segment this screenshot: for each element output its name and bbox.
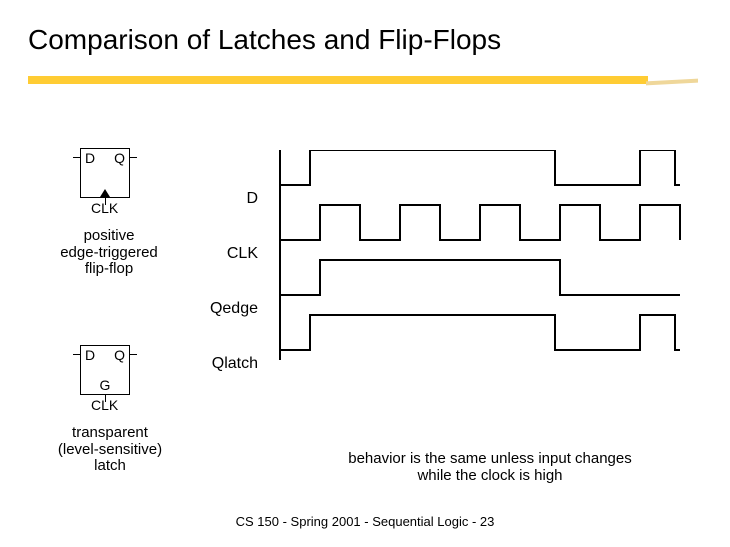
title-underline	[28, 70, 648, 90]
latch-q-label: Q	[114, 347, 125, 363]
latch-clk-label: CLK	[91, 397, 118, 413]
page-title: Comparison of Latches and Flip-Flops	[28, 24, 501, 56]
slide-footer: CS 150 - Spring 2001 - Sequential Logic …	[0, 514, 730, 529]
behavior-note: behavior is the same unless input change…	[310, 450, 670, 484]
ff-clk-label: CLK	[91, 200, 118, 216]
sig-label-clk: CLK	[218, 245, 258, 263]
edge-triangle-icon	[100, 189, 110, 197]
ff-q-label: Q	[114, 150, 125, 166]
sig-label-qlatch: Qlatch	[200, 355, 258, 373]
flipflop-symbol: D Q	[80, 148, 130, 198]
latch-caption: transparent (level-sensitive) latch	[45, 425, 175, 475]
latch-g-label: G	[100, 377, 111, 393]
sig-label-qedge: Qedge	[200, 300, 258, 318]
timing-diagram	[270, 150, 690, 400]
latch-d-label: D	[85, 347, 95, 363]
sig-label-d: D	[238, 190, 258, 208]
latch-symbol: D Q G	[80, 345, 130, 395]
ff-caption: positive edge-triggered flip-flop	[54, 228, 164, 278]
ff-d-label: D	[85, 150, 95, 166]
